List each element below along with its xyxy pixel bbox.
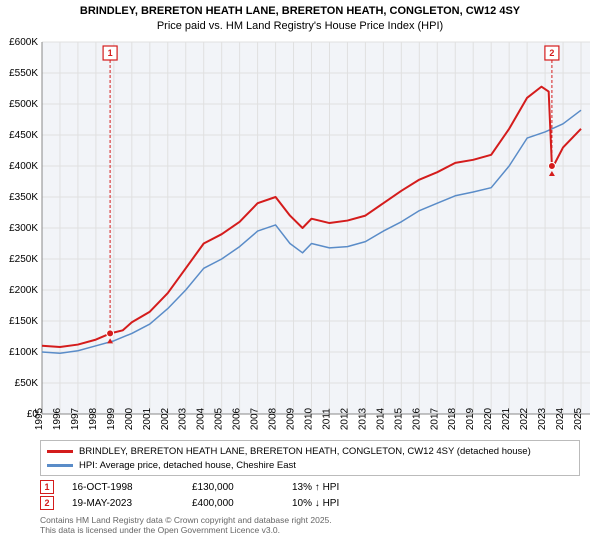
legend-label: HPI: Average price, detached house, Ches…: [79, 460, 296, 471]
svg-text:2004: 2004: [196, 408, 207, 431]
svg-text:2007: 2007: [250, 408, 261, 431]
legend-swatch: [47, 464, 73, 467]
legend: BRINDLEY, BRERETON HEATH LANE, BRERETON …: [40, 440, 580, 476]
svg-text:2003: 2003: [178, 408, 189, 431]
svg-text:£200K: £200K: [9, 285, 38, 296]
svg-text:2015: 2015: [393, 408, 404, 431]
transaction-row: 2 19-MAY-2023£400,00010% ↓ HPI: [40, 495, 580, 511]
legend-swatch: [47, 450, 73, 453]
legend-row: HPI: Average price, detached house, Ches…: [47, 458, 573, 472]
svg-text:2018: 2018: [447, 408, 458, 431]
svg-text:£300K: £300K: [9, 223, 38, 234]
tx-marker: 1: [40, 480, 54, 494]
footer-line: This data is licensed under the Open Gov…: [40, 525, 580, 535]
svg-text:£250K: £250K: [9, 254, 38, 265]
svg-text:1997: 1997: [70, 408, 81, 431]
svg-text:1998: 1998: [88, 408, 99, 431]
svg-text:2000: 2000: [124, 408, 135, 431]
svg-text:£350K: £350K: [9, 192, 38, 203]
tx-marker: 2: [40, 496, 54, 510]
svg-text:2022: 2022: [519, 408, 530, 431]
svg-text:1: 1: [108, 48, 113, 58]
svg-text:2006: 2006: [232, 408, 243, 431]
svg-text:2017: 2017: [429, 408, 440, 431]
svg-text:2023: 2023: [537, 408, 548, 431]
svg-text:£150K: £150K: [9, 316, 38, 327]
svg-text:2: 2: [549, 48, 554, 58]
svg-text:1999: 1999: [106, 408, 117, 431]
svg-text:2002: 2002: [160, 408, 171, 431]
svg-text:2012: 2012: [339, 408, 350, 431]
tx-diff: 10% ↓ HPI: [292, 498, 392, 509]
svg-text:£100K: £100K: [9, 347, 38, 358]
svg-text:2020: 2020: [483, 408, 494, 431]
transaction-row: 1 16-OCT-1998£130,00013% ↑ HPI: [40, 479, 580, 495]
svg-text:£550K: £550K: [9, 68, 38, 79]
chart-title: BRINDLEY, BRERETON HEATH LANE, BRERETON …: [0, 0, 600, 20]
svg-text:£500K: £500K: [9, 99, 38, 110]
tx-date: 19-MAY-2023: [72, 498, 192, 509]
legend-label: BRINDLEY, BRERETON HEATH LANE, BRERETON …: [79, 446, 531, 457]
tx-price: £130,000: [192, 482, 292, 493]
svg-text:£450K: £450K: [9, 130, 38, 141]
tx-date: 16-OCT-1998: [72, 482, 192, 493]
svg-text:2019: 2019: [465, 408, 476, 431]
svg-text:2011: 2011: [321, 408, 332, 430]
svg-text:£400K: £400K: [9, 161, 38, 172]
svg-text:1995: 1995: [34, 408, 45, 431]
svg-text:2005: 2005: [214, 408, 225, 431]
svg-text:2008: 2008: [268, 408, 279, 431]
footer-line: Contains HM Land Registry data © Crown c…: [40, 515, 580, 525]
attribution: Contains HM Land Registry data © Crown c…: [40, 515, 580, 535]
svg-text:2013: 2013: [357, 408, 368, 431]
svg-text:£600K: £600K: [9, 37, 38, 48]
svg-text:2001: 2001: [142, 408, 153, 431]
tx-price: £400,000: [192, 498, 292, 509]
transaction-table: 1 16-OCT-1998£130,00013% ↑ HPI 2 19-MAY-202…: [40, 479, 580, 511]
svg-text:2021: 2021: [501, 408, 512, 431]
svg-text:2025: 2025: [573, 408, 584, 431]
svg-text:2024: 2024: [555, 408, 566, 431]
chart-subtitle: Price paid vs. HM Land Registry's House …: [0, 20, 600, 36]
svg-text:2016: 2016: [411, 408, 422, 431]
tx-diff: 13% ↑ HPI: [292, 482, 392, 493]
svg-text:£50K: £50K: [15, 378, 39, 389]
legend-row: BRINDLEY, BRERETON HEATH LANE, BRERETON …: [47, 444, 573, 458]
svg-text:2009: 2009: [286, 408, 297, 431]
svg-text:1996: 1996: [52, 408, 63, 431]
chart: £0£50K£100K£150K£200K£250K£300K£350K£400…: [0, 36, 600, 436]
svg-text:2010: 2010: [304, 408, 315, 431]
svg-text:2014: 2014: [375, 408, 386, 431]
